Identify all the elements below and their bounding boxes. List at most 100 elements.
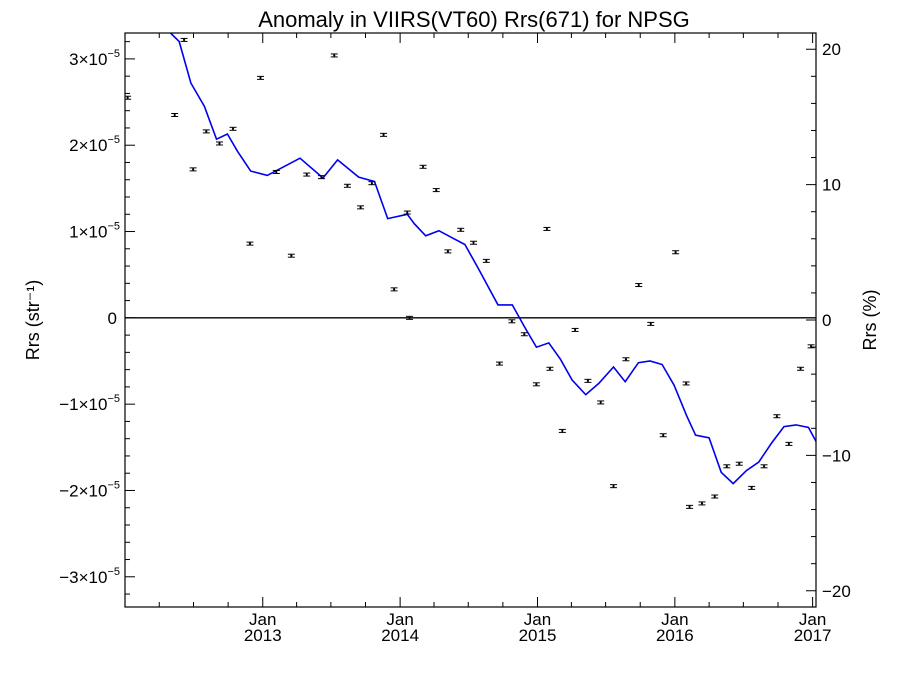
data-point-marker [548,367,552,370]
data-point [682,381,690,386]
data-point-marker [359,206,362,209]
data-point-marker [510,320,513,323]
data-point-marker [713,495,716,498]
y-tick-label: −2×10−5 [59,479,120,500]
data-point [711,494,719,499]
data-point-marker [523,333,526,336]
y-tick-label-base: −1×10 [59,395,107,414]
data-point [597,400,605,405]
data-point-marker [561,429,564,433]
data-point [571,327,579,332]
data-point [189,167,197,172]
data-point-marker [700,502,704,505]
y-tick-label-exponent: −5 [107,134,120,146]
y-tick-label: 2×10−5 [69,134,120,155]
data-point [659,433,667,438]
data-point-marker [173,113,176,117]
data-point [546,366,554,371]
data-point [317,175,325,180]
data-point [406,315,414,320]
data-point-marker [346,184,349,187]
data-point-marker [435,188,438,192]
data-point-marker [305,173,308,176]
data-point-marker [408,316,411,319]
data-point [403,210,411,215]
data-point [610,484,618,489]
data-point-marker [275,170,278,174]
data-point [256,75,264,80]
x-tick-year: 2013 [244,626,282,645]
data-point [723,464,731,469]
data-point-marker [182,38,186,42]
data-point-marker [290,254,293,257]
data-point [748,485,756,490]
data-point [647,321,655,326]
y-tick-label-exponent: −5 [107,479,120,491]
data-point-marker [205,130,208,133]
data-point-marker [750,486,753,489]
y-tick-label-base: 3×10 [69,50,107,69]
data-point-marker [248,242,252,245]
x-tick-month: Jan [799,610,826,629]
data-point [584,378,592,383]
axes: 3×10−52×10−51×10−50−1×10−5−2×10−5−3×10−5… [59,32,851,645]
y-axis-title: Rrs (str⁻¹) [23,280,43,360]
data-point [419,164,427,169]
data-point-marker [192,168,195,171]
data-point [470,240,478,245]
data-point-marker [535,383,538,386]
data-point [246,241,254,246]
x-tick-month: Jan [386,610,413,629]
data-point [171,113,179,117]
y-tick-label-base: 1×10 [69,223,107,242]
data-point-marker [738,462,741,465]
data-point [672,250,680,255]
y-tick-label: 3×10−5 [69,48,120,69]
data-point-marker [762,465,766,468]
data-point-marker [787,442,791,445]
data-point [272,169,280,174]
x-tick-month: Jan [661,610,688,629]
y2-tick-label: −10 [822,446,851,465]
y2-tick-label: 20 [822,40,841,59]
data-point-marker [612,485,615,488]
data-point-marker [799,367,802,370]
data-point [735,461,743,466]
data-point-marker [586,379,590,382]
data-point [520,332,528,337]
data-point [368,181,376,186]
data-point-marker [775,415,778,418]
data-point [482,258,490,263]
data-point-marker [370,182,373,185]
y-tick-label: −3×10−5 [59,566,120,587]
data-point [303,172,311,177]
data-point [698,501,706,506]
y-tick-label-exponent: −5 [107,48,120,60]
data-point-marker [688,505,691,508]
chart-title: Anomaly in VIIRS(VT60) Rrs(671) for NPSG [258,7,690,32]
data-point-marker [485,259,488,262]
data-point-marker [320,176,323,179]
trend-line [169,33,816,485]
data-point-marker [662,434,665,437]
data-point-marker [725,465,728,468]
data-point [508,319,516,324]
y2-tick-label: 0 [822,311,831,330]
data-point [432,188,440,193]
data-point [343,183,351,188]
data-point [760,464,768,469]
y2-tick-label: −20 [822,582,851,601]
data-point-marker [459,228,462,231]
plot-area [125,33,816,509]
data-point-marker [674,251,677,254]
data-point-marker [574,328,577,332]
data-point-marker [498,362,501,365]
data-point-marker [333,54,336,57]
data-point [495,361,503,366]
data-point-marker [637,283,640,287]
data-point-marker [231,127,235,130]
data-point-marker [382,133,385,136]
x-tick-month: Jan [249,610,276,629]
y-tick-label-base: 2×10 [69,136,107,155]
